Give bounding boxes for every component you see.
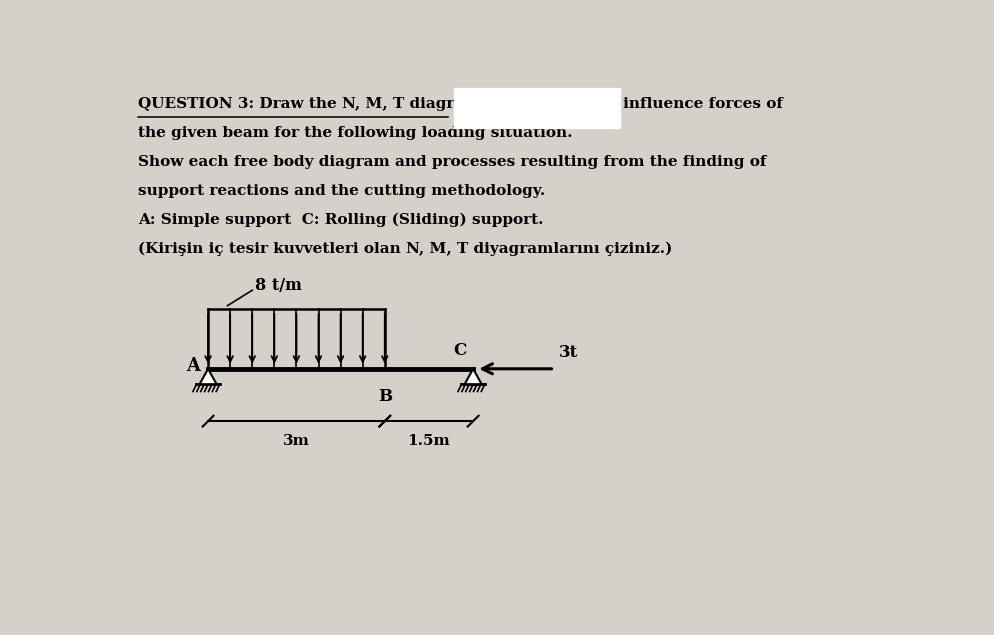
Text: (Kirişin iç tesir kuvvetleri olan N, M, T diyagramlarını çiziniz.): (Kirişin iç tesir kuvvetleri olan N, M, … [138,241,672,256]
Text: 3t: 3t [559,344,578,361]
Text: 8 t/m: 8 t/m [255,277,302,294]
Text: QUESTION 3: Draw the N, M, T diagrams of the internal influence forces of: QUESTION 3: Draw the N, M, T diagrams of… [138,97,782,111]
Text: support reactions and the cutting methodology.: support reactions and the cutting method… [138,184,545,197]
Text: A: Simple support  C: Rolling (Sliding) support.: A: Simple support C: Rolling (Sliding) s… [138,213,544,227]
Polygon shape [200,369,217,384]
FancyBboxPatch shape [453,88,619,128]
Text: A: A [186,357,200,375]
Text: B: B [378,388,392,405]
Text: Show each free body diagram and processes resulting from the finding of: Show each free body diagram and processe… [138,155,766,169]
Text: 1.5m: 1.5m [408,434,450,448]
Text: 3m: 3m [282,434,309,448]
Polygon shape [464,369,481,384]
Text: the given beam for the following loading situation.: the given beam for the following loading… [138,126,573,140]
Text: C: C [452,342,466,359]
